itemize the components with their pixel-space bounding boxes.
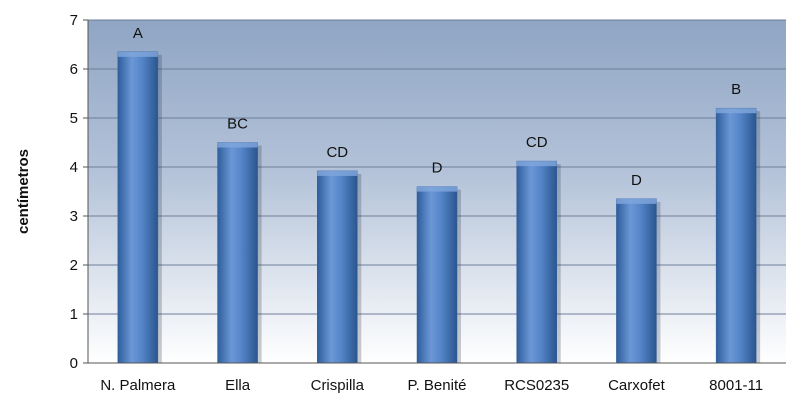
bar <box>117 51 159 364</box>
bar <box>616 198 657 364</box>
y-tick-label: 2 <box>70 257 78 274</box>
data-labels: A BC CD D CD D B <box>133 25 741 189</box>
bar-cap <box>616 198 657 204</box>
bar-cap <box>217 142 258 148</box>
category-label: Crispilla <box>311 377 365 394</box>
data-label: BC <box>227 116 248 133</box>
y-tick-label: 7 <box>70 12 78 29</box>
bar-cap <box>117 51 158 57</box>
data-label: B <box>731 81 741 98</box>
category-label: Carxofet <box>608 377 666 394</box>
category-label: Ella <box>225 377 251 394</box>
y-tick-label: 4 <box>70 159 78 176</box>
data-label: D <box>432 160 443 177</box>
y-axis-ticks: 0 1 2 3 4 5 6 7 <box>70 12 88 372</box>
bar-cap <box>317 170 358 176</box>
data-label: CD <box>526 134 548 151</box>
category-labels: N. Palmera Ella Crispilla P. Benité RCS0235 C… <box>100 377 763 394</box>
data-label: D <box>631 172 642 189</box>
bar-cap <box>716 108 757 114</box>
data-label: CD <box>326 144 348 161</box>
bar-cap <box>417 186 457 192</box>
y-tick-label: 0 <box>70 355 78 372</box>
bars <box>117 51 761 364</box>
bar <box>516 160 557 364</box>
y-axis-label: centímetros <box>15 149 32 234</box>
y-tick-label: 3 <box>70 208 78 225</box>
category-label: 8001-11 <box>709 377 763 394</box>
bar <box>416 186 458 364</box>
y-tick-label: 1 <box>70 306 78 323</box>
category-label: RCS0235 <box>504 377 569 394</box>
category-label: P. Benité <box>408 377 467 394</box>
bar <box>317 170 358 364</box>
category-label: N. Palmera <box>100 377 176 394</box>
bar <box>715 107 757 364</box>
y-tick-label: 6 <box>70 61 78 78</box>
data-label: A <box>133 25 143 42</box>
bar <box>217 142 258 364</box>
bar-cap <box>516 161 557 167</box>
y-tick-label: 5 <box>70 110 78 127</box>
